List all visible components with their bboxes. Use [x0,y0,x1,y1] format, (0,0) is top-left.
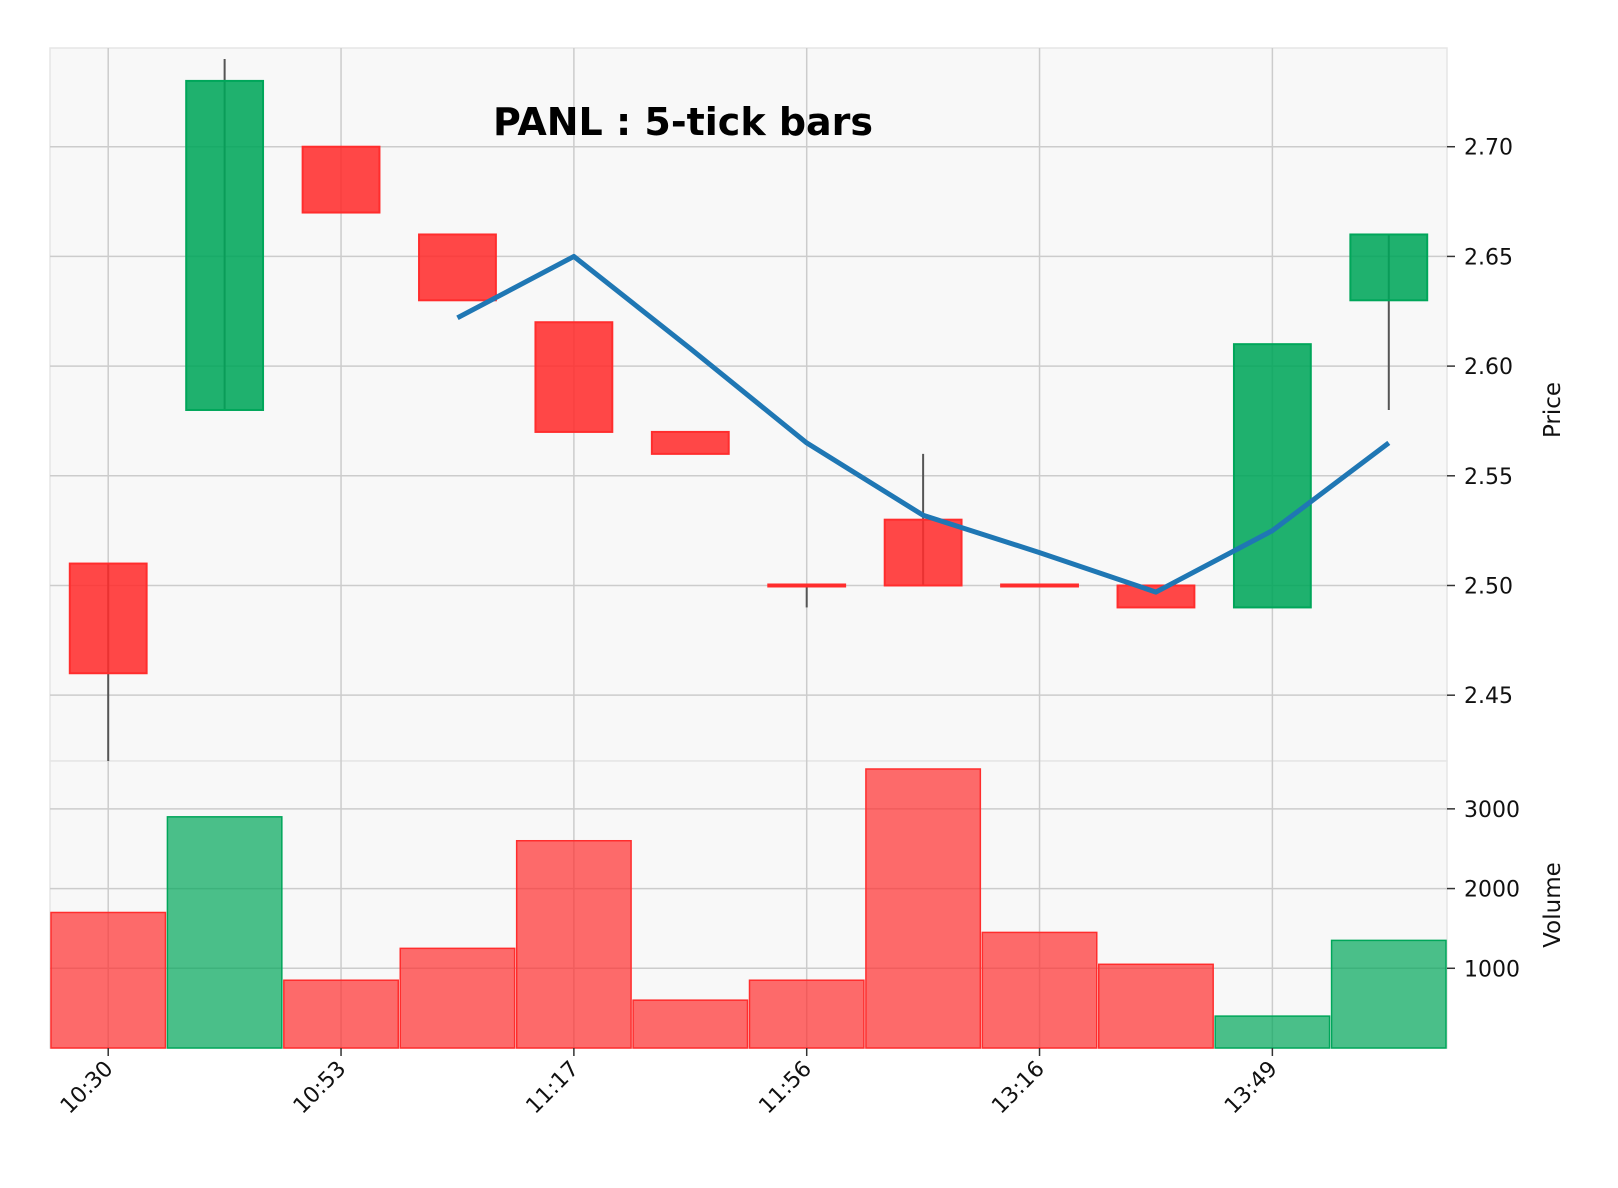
volume-bar [166,816,283,1049]
candle-body [1232,343,1312,609]
volume-bar [981,931,1098,1049]
price-axis-label: Price [1540,382,1566,438]
candle-body [767,583,847,588]
time-tick-label: 10:30 [56,1057,119,1120]
volume-axis-label: Volume [1540,862,1566,948]
time-tick-label: 11:56 [754,1057,817,1120]
candle-body [1349,233,1429,302]
time-tick-label: 13:49 [1220,1057,1283,1120]
price-tick-label: 2.50 [1464,574,1513,599]
candle-body [883,518,963,587]
price-tick-label: 2.65 [1464,245,1513,270]
candle-body [534,321,614,433]
volume-bar [399,947,516,1049]
candle-body [1000,583,1079,588]
volume-bar [632,999,749,1049]
volume-bars [50,768,1447,1049]
chart-title: PANL : 5-tick bars [493,100,873,144]
volume-tick-label: 3000 [1464,798,1520,823]
volume-bar [283,979,400,1049]
candle-bodies [68,79,1429,675]
candle-body [650,430,730,455]
volume-axis: 1000 2000 3000 [1447,798,1520,982]
time-axis: 10:30 10:53 11:17 11:56 13:16 13:49 [56,1048,1283,1119]
moving-average-line [456,253,1391,595]
time-tick-label: 10:53 [289,1057,352,1120]
price-tick-label: 2.70 [1464,136,1513,161]
candle-body [185,79,265,411]
volume-tick-label: 1000 [1464,957,1520,982]
volume-bar [748,979,865,1049]
price-axis: 2.45 2.50 2.55 2.60 2.65 2.70 [1447,136,1513,709]
price-tick-label: 2.45 [1464,684,1513,709]
candle-body [418,233,497,302]
price-panel-background [49,47,1448,762]
volume-bar [1098,963,1214,1049]
volume-tick-label: 2000 [1464,878,1520,903]
grid-lines [50,48,1447,1048]
candle-body [301,145,381,214]
candle-body [68,562,148,675]
time-tick-label: 11:17 [522,1057,585,1120]
volume-bar [865,768,982,1049]
volume-bar [50,911,167,1049]
volume-bar [1330,939,1447,1049]
candle-body [1116,584,1196,609]
price-tick-label: 2.55 [1464,465,1513,490]
time-tick-label: 13:16 [987,1057,1050,1120]
price-tick-label: 2.60 [1464,355,1513,380]
volume-bar [1214,1015,1331,1049]
volume-bar [515,839,632,1049]
